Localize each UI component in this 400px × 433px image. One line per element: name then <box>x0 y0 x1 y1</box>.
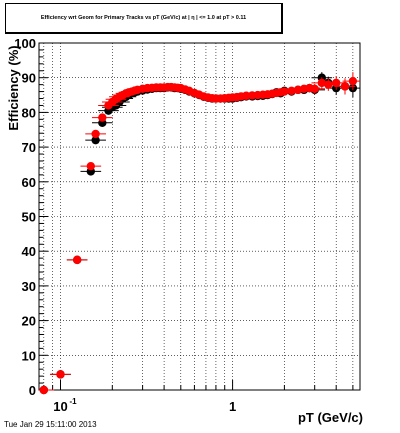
series-1 <box>39 72 360 395</box>
chart-title: Efficiency wrt Geom for Primary Tracks v… <box>40 15 247 21</box>
x-axis-title: pT (GeV/c) <box>298 410 363 425</box>
data-point <box>56 370 65 379</box>
y-tick-label: 30 <box>22 279 36 294</box>
timestamp-label: Tue Jan 29 15:11:00 2013 <box>4 420 97 429</box>
y-tick-label: 50 <box>22 210 36 225</box>
data-series <box>39 72 360 395</box>
y-tick-label: 70 <box>22 140 36 155</box>
data-point <box>91 135 100 145</box>
data-point <box>91 129 100 139</box>
y-tick-label: 90 <box>22 71 36 86</box>
data-point <box>287 86 296 96</box>
y-tick-label: 60 <box>22 175 36 190</box>
y-tick-label: 10 <box>22 348 36 363</box>
x-tick-exponent: -1 <box>70 397 78 406</box>
series-0 <box>39 72 360 395</box>
data-point <box>348 76 358 86</box>
y-tick-label: 80 <box>22 105 36 120</box>
x-tick-label: 1 <box>229 399 236 414</box>
data-point <box>39 385 49 395</box>
data-point <box>86 161 96 171</box>
x-tick-label: 10 <box>53 399 67 414</box>
chart-title-box: Efficiency wrt Geom for Primary Tracks v… <box>5 3 283 34</box>
data-point <box>340 82 350 91</box>
y-axis-title: Efficiency (%) <box>6 45 21 130</box>
data-point <box>72 255 82 265</box>
data-point <box>310 84 319 94</box>
data-point <box>324 80 333 89</box>
y-tick-label: 20 <box>22 314 36 329</box>
x-tick-labels: 10 -1 1 <box>53 397 236 414</box>
data-point <box>280 87 289 96</box>
data-point <box>98 113 107 122</box>
data-point <box>331 78 341 88</box>
y-tick-label: 40 <box>22 244 36 259</box>
y-tick-label: 100 <box>14 36 36 51</box>
y-tick-label: 0 <box>29 383 36 398</box>
y-tick-labels: 0 10 20 30 40 50 60 70 80 90 100 <box>14 36 36 398</box>
